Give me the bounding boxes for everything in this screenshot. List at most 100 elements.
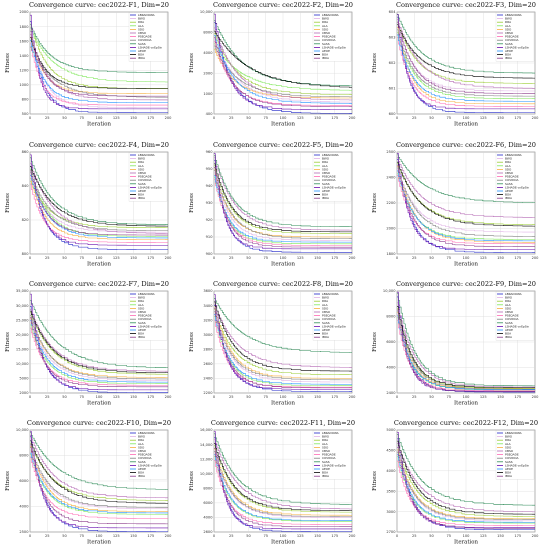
y-axis-label: Fitness [5,193,11,213]
legend-label: LBRADOWA [322,292,339,296]
series-line-iboa [30,444,168,525]
y-tick-label: 920 [206,218,214,222]
chart-svg: Convergence curve: cec2022-F7, Dim=20 0 25… [5,280,173,407]
legend-label: SDO [505,167,512,171]
legend-label: SDO [505,306,512,310]
series-line-ala [30,324,168,384]
x-tick-label: 25 [412,116,417,120]
legend-label: BWO [138,435,146,439]
x-tick-label: 75 [79,116,84,120]
legend-label: CBSO [505,31,514,35]
legend-label: CBSO [322,310,331,314]
y-tick-label: 2000 [203,71,213,75]
legend-label: DRA [505,299,511,303]
legend-label: BOA [322,332,328,336]
series-line-iboa [214,447,352,527]
legend-label: AEOE [322,189,330,193]
legend-label: ALA [138,164,144,168]
y-tick-label: 3000 [386,510,396,514]
series-line-iboa [214,37,352,107]
y-tick-label: 8000 [203,31,213,35]
legend-label: BOA [138,471,144,475]
chart-panel: Convergence curve: cec2022-F1, Dim=20 0 25… [0,0,183,139]
legend-label: SDO [505,27,512,31]
series-line-ala [214,456,352,522]
series-line-bwo [30,321,168,381]
x-tick-label: 100 [463,116,471,120]
chart-panel: Convergence curve: cec2022-F7, Dim=20 0 25… [0,279,183,418]
series-line-cbso [214,156,352,231]
series-line-lshade-cnepsin [397,14,535,110]
chart-title: Convergence curve: cec2022-F7, Dim=20 [29,280,169,288]
legend-label: BOA [322,193,328,197]
chart-title: Convergence curve: cec2022-F8, Dim=20 [213,280,353,288]
series-line-pseqade [214,319,352,388]
chart-svg: Convergence curve: cec2022-F4, Dim=20 0 25… [5,141,172,268]
x-tick-label: 150 [130,256,138,260]
y-axis-label: Fitness [189,471,195,491]
x-tick-label: 125 [297,534,304,538]
chart-svg: Convergence curve: cec2022-F12, Dim=200 2… [372,419,539,546]
legend-label: SASS [138,460,146,464]
series-line-iboa [30,316,168,388]
legend-label: ALA [322,164,328,168]
y-tick-label: 4000 [386,366,396,370]
x-tick-label: 125 [113,534,120,538]
series-line-bwo [214,172,352,241]
legend-label: DRA [138,20,144,24]
series-line-covidoa [30,46,168,98]
series-line-pseqade [397,460,535,526]
legend-label: LSHADE-cnEpSin [138,324,162,328]
series-line-sdo [214,48,352,99]
legend-label: SDO [138,27,145,31]
y-axis-label: Fitness [372,53,378,73]
x-tick-label: 150 [497,534,505,538]
y-tick-label: 2400 [386,391,396,395]
x-tick-label: 150 [497,395,505,399]
x-tick-label: 50 [246,534,251,538]
series-line-covidoa [30,447,168,508]
series-line-aeoe [397,34,535,102]
y-tick-label: 2600 [203,530,213,534]
y-tick-label: 800 [22,252,30,256]
legend-label: PSEQADE [505,35,519,39]
y-tick-label: 25,000 [16,318,29,322]
series-line-iboa [214,308,352,389]
y-tick-label: 2000 [19,10,29,14]
legend-label: DRA [322,299,328,303]
x-tick-label: 100 [96,534,104,538]
legend-label: AEOE [322,328,330,332]
legend-label: COVIDOA [322,456,336,460]
legend-label: LBRADOWA [138,153,155,157]
x-tick-label: 175 [514,534,521,538]
series-line-lshade-cnepsin [214,431,352,530]
legend-label: PSEQADE [322,453,336,457]
legend-label: PSEQADE [322,35,336,39]
legend-label: DRA [322,438,328,442]
x-tick-label: 50 [62,395,67,399]
legend-label: LSHADE-cnEpSin [505,324,529,328]
series-line-sass [397,154,535,203]
y-axis-label: Fitness [189,53,195,73]
y-axis-label: Fitness [5,53,11,73]
legend-label: IBOA [505,335,512,339]
series-line-pseqade [30,327,168,386]
series-line-aeoe [397,170,535,242]
x-tick-label: 175 [147,534,154,538]
legend-label: SDO [138,167,145,171]
legend-label: CBSO [322,171,331,175]
legend-label: BWO [138,296,146,300]
legend-label: CBSO [138,31,147,35]
x-tick-label: 200 [165,395,173,399]
legend-label: BOA [322,471,328,475]
legend-label: DRA [505,160,511,164]
series-line-sdo [30,446,168,512]
chart-title: Convergence curve: cec2022-F6, Dim=20 [396,141,536,149]
y-tick-label: 860 [22,150,30,154]
y-tick-label: 6000 [203,501,213,505]
legend-label: CBSO [322,31,331,35]
chart-svg: Convergence curve: cec2022-F2, Dim=20 0 25… [189,1,356,128]
series-line-cbso [397,302,535,388]
chart-svg: Convergence curve: cec2022-F6, Dim=20 0 25… [372,141,539,268]
series-line-boa [30,310,168,374]
